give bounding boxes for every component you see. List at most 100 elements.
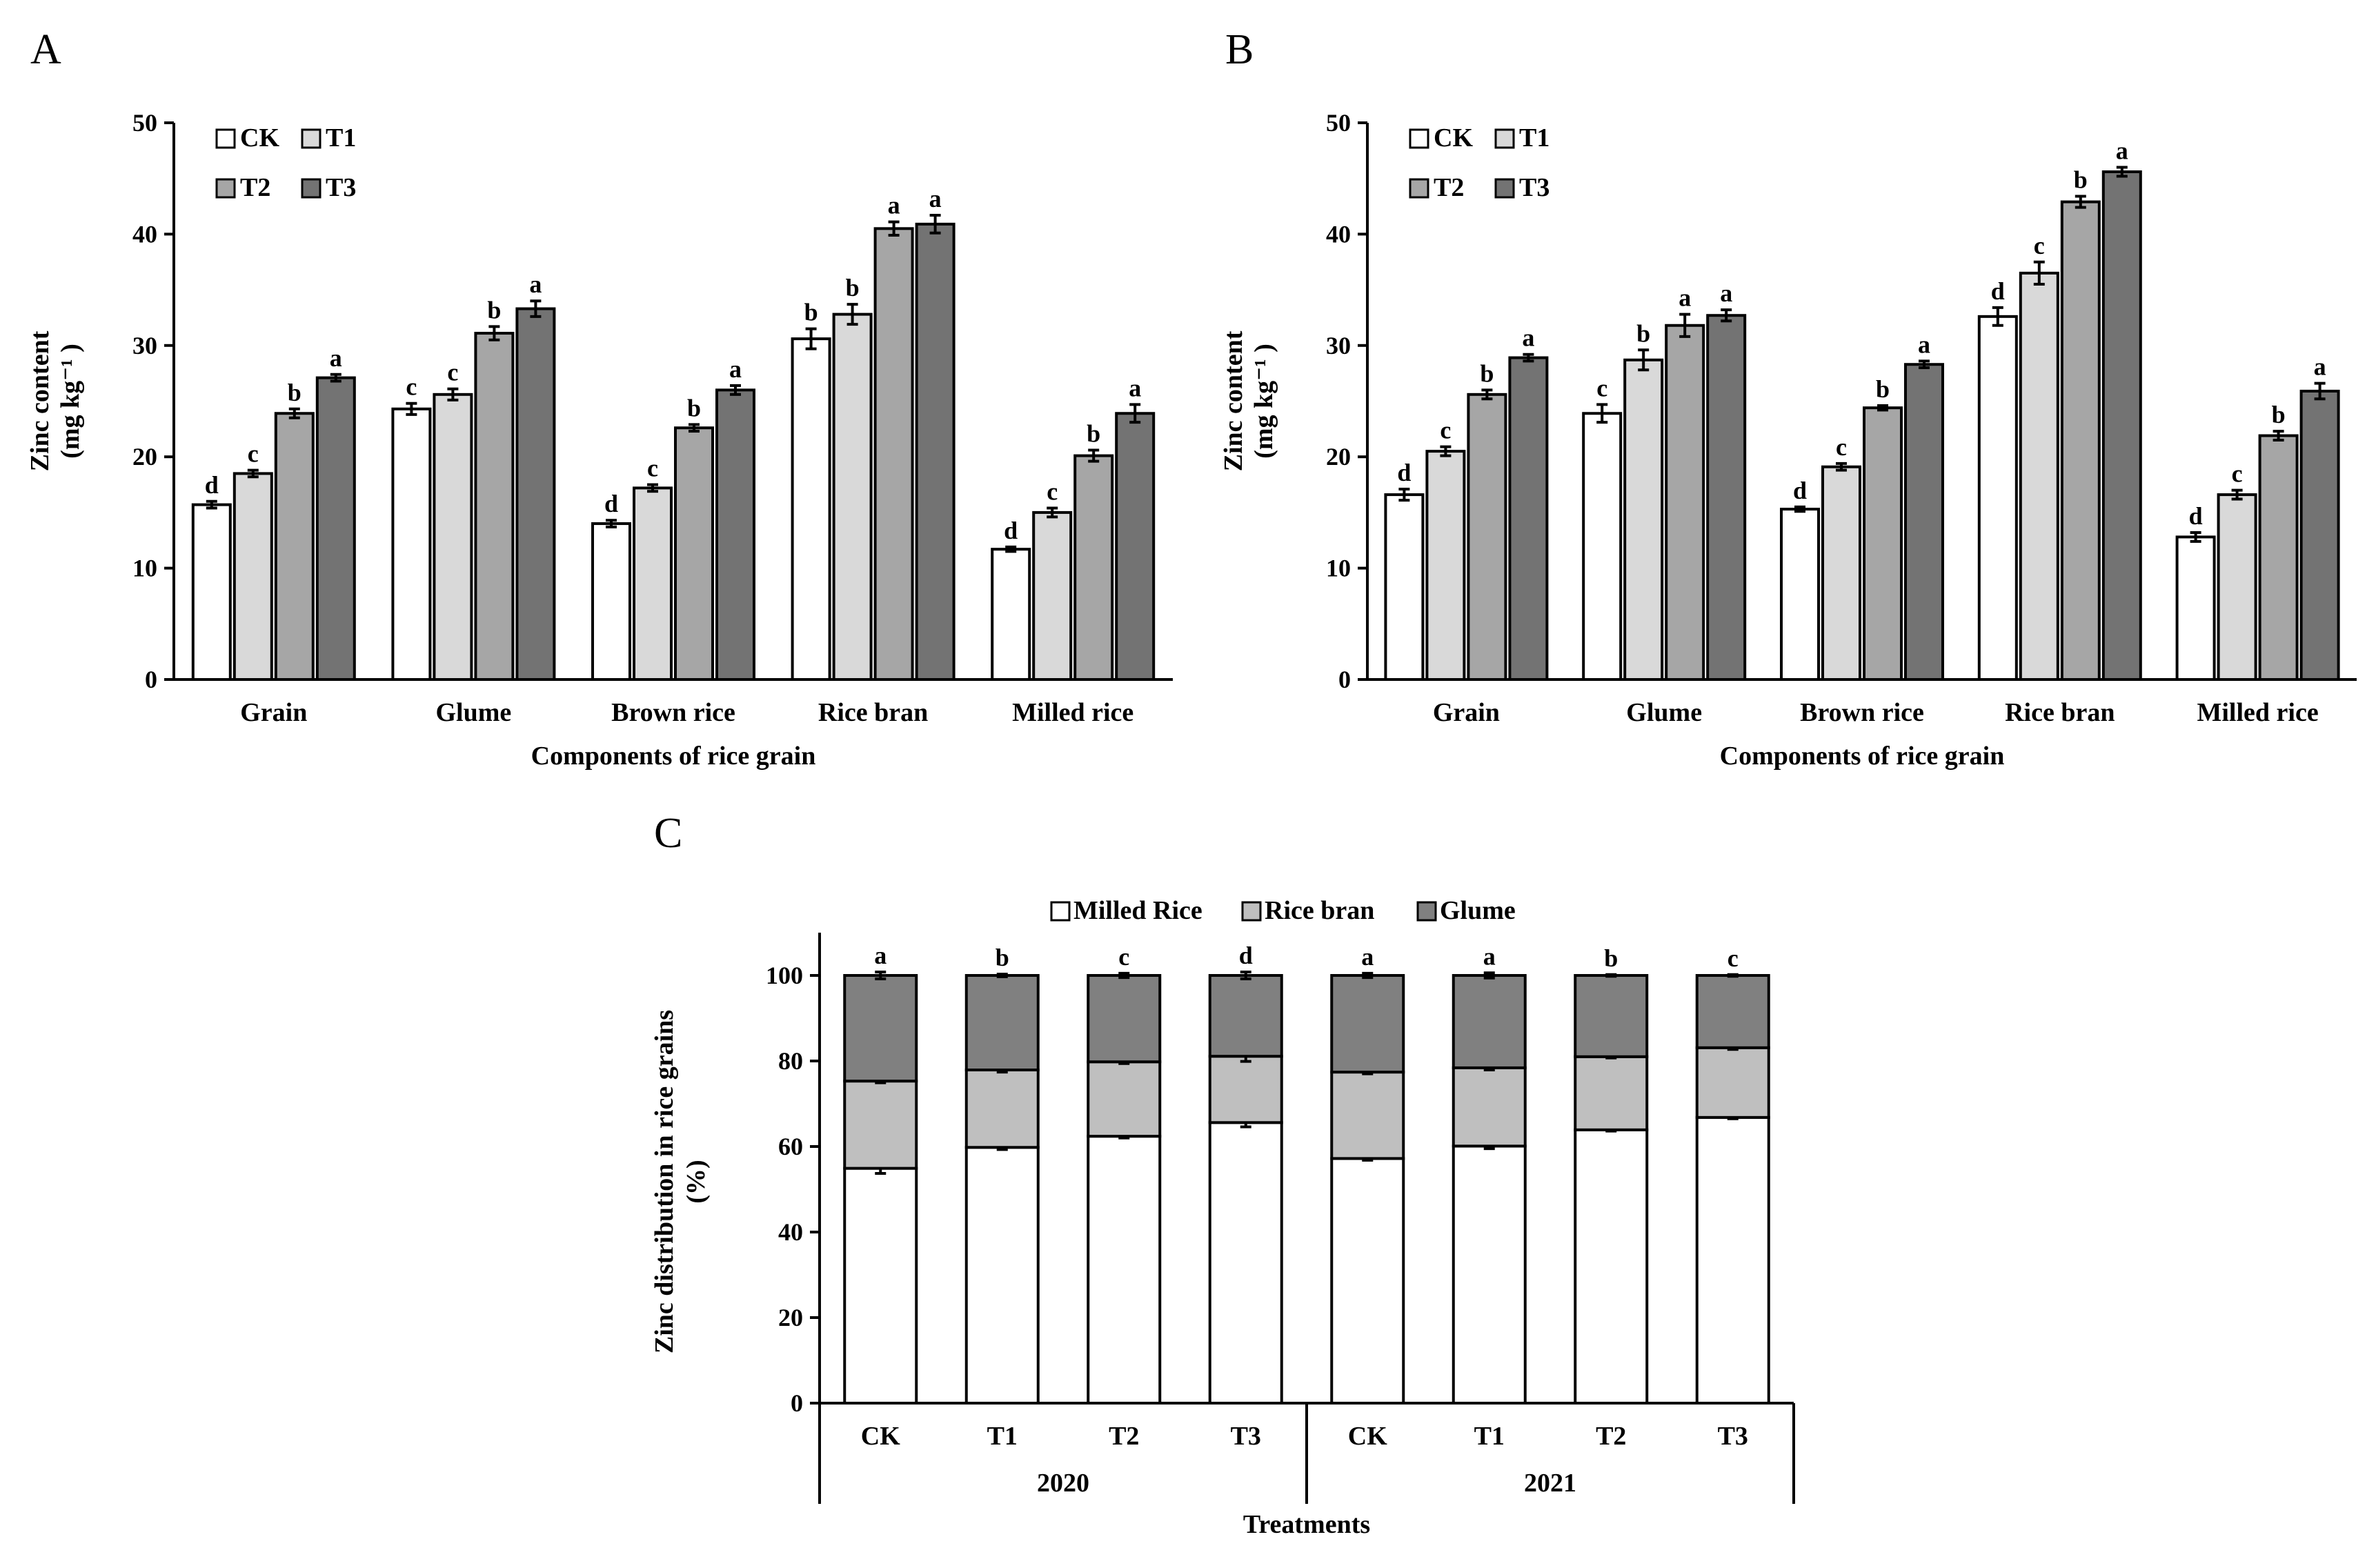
x-tick-label: T1 (1474, 1422, 1505, 1451)
legend-swatch-milled-rice (1050, 901, 1071, 922)
significance-letter: b (288, 379, 301, 406)
bar-ck (391, 407, 432, 681)
bar-segment-milled-rice (1574, 1128, 1649, 1405)
x-tick-label: T2 (1596, 1422, 1626, 1451)
x-tick-label: CK (1348, 1422, 1387, 1451)
bar-t3 (2299, 389, 2340, 681)
significance-letter: b (1876, 375, 1890, 403)
bar-segment-rice-bran (843, 1080, 918, 1170)
significance-letter: c (1727, 944, 1739, 972)
legend-label-t1: T1 (326, 123, 356, 152)
bar-t1 (1032, 510, 1073, 682)
significance-letter: c (1836, 433, 1847, 461)
legend-swatch-ck (215, 128, 236, 149)
significance-letter: d (1793, 477, 1807, 504)
legend-label-t2: T2 (240, 173, 270, 202)
bar-segment-rice-bran (964, 1069, 1040, 1149)
y-tick-label: 60 (778, 1133, 803, 1160)
legend-swatch-t2 (215, 178, 236, 199)
significance-letter: a (330, 344, 342, 372)
y-axis-title-line2: (%) (682, 1160, 711, 1203)
significance-letter: c (1596, 374, 1607, 401)
significance-letter: a (1720, 279, 1732, 307)
bar-segment-glume (1087, 974, 1162, 1064)
y-axis-title: Zinc content(mg kg⁻¹ ) (26, 330, 85, 471)
significance-letter: c (1440, 417, 1451, 444)
bar-segment-milled-rice (1087, 1135, 1162, 1405)
legend-swatch-rice-bran (1241, 901, 1262, 922)
significance-letter: a (529, 270, 542, 298)
bar-ck (791, 337, 831, 681)
y-tick-label: 50 (132, 109, 157, 137)
significance-letter: a (1361, 943, 1374, 971)
bar-t1 (2217, 493, 2257, 681)
y-tick-label: 20 (1326, 443, 1351, 470)
group-label: 2021 (1524, 1469, 1576, 1498)
x-tick-label: T2 (1109, 1422, 1139, 1451)
significance-letter: c (406, 373, 417, 401)
panel-letter-A: A (30, 26, 61, 73)
significance-letter: b (846, 274, 860, 301)
significance-letter: a (1679, 284, 1691, 312)
legend-label-t1: T1 (1519, 123, 1550, 152)
x-tick-label: Milled rice (1012, 698, 1133, 727)
y-tick-label: 20 (778, 1304, 803, 1331)
significance-letter: b (1636, 319, 1650, 347)
bar-segment-milled-rice (1208, 1121, 1283, 1405)
legend-label-glume: Glume (1440, 896, 1516, 925)
legend-label-rice-bran: Rice bran (1265, 896, 1374, 925)
bar-segment-glume (843, 974, 918, 1083)
bar-ck (591, 522, 631, 681)
significance-letter: a (874, 942, 887, 969)
x-tick-label: Rice bran (2005, 698, 2115, 727)
bar-t1 (633, 486, 673, 682)
y-tick-label: 0 (145, 666, 157, 693)
legend-swatch-t3 (301, 178, 321, 199)
bar-t3 (915, 222, 956, 681)
bar-t2 (1863, 406, 1903, 682)
bar-ck (1977, 315, 2018, 681)
x-tick-label: Grain (240, 698, 307, 727)
y-tick-label: 80 (778, 1047, 803, 1075)
bar-ck (2175, 535, 2216, 682)
y-axis-title-line1: Zinc content (26, 330, 55, 471)
x-tick-label: Milled rice (2197, 698, 2318, 727)
x-tick-label: T1 (987, 1422, 1018, 1451)
y-tick-label: 10 (1326, 555, 1351, 582)
significance-letter: a (1918, 330, 1930, 358)
bar-segment-rice-bran (1695, 1046, 1770, 1119)
significance-letter: a (2116, 137, 2128, 165)
significance-letter: d (2189, 502, 2203, 530)
bar-segment-milled-rice (1330, 1157, 1405, 1405)
bar-t2 (2060, 200, 2101, 681)
y-axis-title: Zinc content(mg kg⁻¹ ) (1219, 330, 1278, 471)
bar-t3 (1508, 356, 1549, 682)
x-tick-label: T3 (1231, 1422, 1261, 1451)
bar-t2 (274, 412, 315, 682)
bar-segment-milled-rice (1452, 1144, 1527, 1405)
bar-ck (1780, 508, 1820, 681)
bar-t1 (2019, 271, 2059, 681)
x-tick-label: Grain (1433, 698, 1500, 727)
significance-letter: a (929, 185, 942, 212)
y-tick-label: 100 (766, 962, 803, 989)
bar-t3 (1706, 314, 1747, 681)
bar-t3 (1115, 412, 1156, 682)
bar-t1 (232, 472, 273, 681)
legend-label-ck: CK (240, 123, 279, 152)
y-axis-title-line1: Zinc content (1219, 330, 1248, 471)
significance-letter: c (2232, 460, 2243, 488)
bar-segment-rice-bran (1574, 1055, 1649, 1131)
bar-t3 (515, 307, 556, 681)
y-axis-title-line2: (mg kg⁻¹ ) (56, 344, 85, 459)
legend-label-t3: T3 (1519, 173, 1550, 202)
significance-letter: d (604, 490, 618, 517)
y-tick-label: 40 (778, 1218, 803, 1246)
significance-letter: b (487, 296, 501, 324)
legend-swatch-t2 (1409, 178, 1429, 199)
bar-t1 (1425, 450, 1466, 681)
significance-letter: a (888, 192, 900, 219)
bar-segment-glume (964, 974, 1040, 1072)
significance-letter: a (1522, 324, 1534, 352)
